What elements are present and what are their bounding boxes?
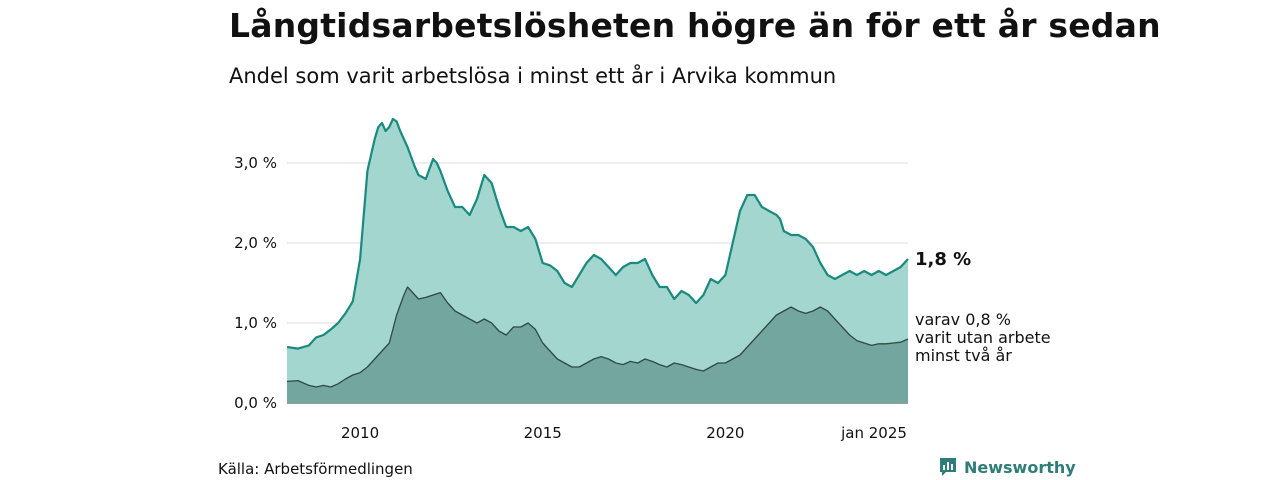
chart-areas: [286, 117, 909, 403]
chart-subtitle: Andel som varit arbetslösa i minst ett å…: [229, 64, 837, 88]
newsworthy-logo-icon: [940, 458, 956, 476]
y-tick-label: 3,0 %: [234, 154, 277, 172]
x-axis: 2010 2015 2020 jan 2025: [341, 424, 907, 442]
y-tick-label: 0,0 %: [234, 394, 277, 412]
x-tick-label: 2010: [341, 424, 379, 442]
brand-name: Newsworthy: [964, 457, 1076, 477]
area-two-years: [287, 287, 908, 403]
y-tick-label: 1,0 %: [234, 314, 277, 332]
y-axis: 0,0 % 1,0 % 2,0 % 3,0 %: [234, 154, 277, 412]
y-tick-label: 2,0 %: [234, 234, 277, 252]
end-label-two-years: minst två år: [915, 346, 1012, 365]
x-tick-label: jan 2025: [840, 424, 907, 442]
line-total: [286, 117, 909, 350]
x-tick-label: 2020: [706, 424, 744, 442]
x-tick-label: 2015: [524, 424, 562, 442]
line-two-years: [286, 286, 909, 388]
brand-logo[interactable]: Newsworthy: [938, 456, 1076, 478]
source-text: Källa: Arbetsförmedlingen: [218, 460, 413, 478]
end-label-two-years: varit utan arbete: [915, 328, 1051, 347]
end-label-two-years: varav 0,8 %: [915, 310, 1011, 329]
end-label-total: 1,8 %: [915, 249, 971, 270]
chart-title: Långtidsarbetslösheten högre än för ett …: [229, 6, 1161, 45]
